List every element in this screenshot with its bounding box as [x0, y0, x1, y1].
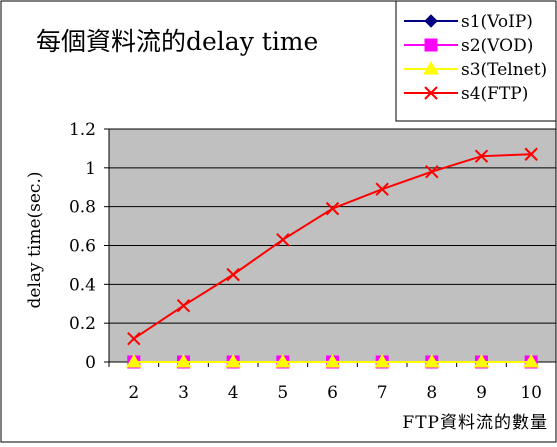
x-tick-label: 4 [228, 383, 239, 403]
point-marker [176, 298, 191, 313]
x-tick-label: 8 [426, 383, 437, 403]
y-tick-label: 0.6 [69, 237, 96, 257]
point-marker [374, 354, 391, 368]
series-4 [127, 147, 538, 346]
point-marker [274, 354, 291, 368]
marker-stroke [524, 147, 538, 161]
legend-label: s3(Telnet) [461, 60, 547, 80]
legend-item-1: s1(VoIP) [404, 12, 533, 32]
x-tick-label: 9 [476, 383, 487, 403]
legend-item-2: s2(VOD) [404, 36, 533, 56]
y-tick-label: 0.2 [69, 314, 96, 334]
legend-label: s4(FTP) [461, 84, 528, 104]
y-axis-label: delay time(sec.) [25, 172, 45, 309]
point-marker [424, 86, 438, 100]
point-marker [175, 354, 192, 368]
point-marker [127, 331, 141, 346]
point-marker [424, 14, 438, 28]
point-marker [423, 61, 439, 75]
point-marker [423, 354, 440, 368]
marker-stroke [226, 267, 240, 282]
marker-stroke [425, 165, 439, 179]
x-tick-label: 10 [520, 383, 542, 403]
legend-item-4: s4(FTP) [404, 84, 528, 104]
point-marker [375, 182, 389, 196]
x-tick-label: 3 [178, 383, 189, 403]
point-marker [473, 354, 490, 368]
point-marker [225, 354, 242, 368]
point-marker [226, 267, 240, 282]
x-tick-label: 6 [327, 383, 338, 403]
marker-stroke [375, 182, 389, 196]
point-marker [424, 38, 438, 52]
marker-stroke [127, 331, 141, 346]
point-marker [125, 354, 142, 368]
series [125, 147, 540, 369]
legend: s1(VoIP) s2(VOD) s3(Telnet) s4(FTP) [395, 0, 557, 122]
point-marker [324, 354, 341, 368]
point-marker [524, 147, 538, 161]
point-marker [276, 232, 290, 247]
point-marker [474, 149, 489, 163]
x-tick-label: 7 [377, 383, 388, 403]
legend-label: s1(VoIP) [461, 12, 533, 32]
y-tick-label: 0 [85, 353, 96, 373]
chart-title: 每個資料流的delay time [36, 27, 318, 56]
point-marker [523, 354, 540, 368]
y-tick-label: 0.4 [69, 275, 96, 295]
legend-label: s2(VOD) [461, 36, 533, 56]
marker-stroke [424, 86, 438, 100]
y-tick-label: 1.2 [69, 120, 96, 140]
y-tick-label: 1 [85, 159, 96, 179]
x-axis-label: FTP資料流的數量 [402, 413, 548, 433]
point-marker [425, 165, 439, 179]
point-marker [325, 201, 340, 216]
marker-stroke [325, 201, 340, 216]
y-tick-label: 0.8 [69, 198, 96, 218]
legend-item-3: s3(Telnet) [404, 60, 547, 80]
marker-stroke [474, 149, 489, 163]
x-tick-label: 5 [277, 383, 288, 403]
x-tick-label: 2 [128, 383, 139, 403]
gridlines [109, 128, 556, 363]
marker-stroke [276, 232, 290, 247]
series-3 [125, 354, 540, 368]
tick-labels: 0 0.2 0.4 0.6 0.8 1 1.2 2 3 4 5 6 7 8 9 10 [69, 120, 542, 403]
marker-stroke [176, 298, 191, 313]
